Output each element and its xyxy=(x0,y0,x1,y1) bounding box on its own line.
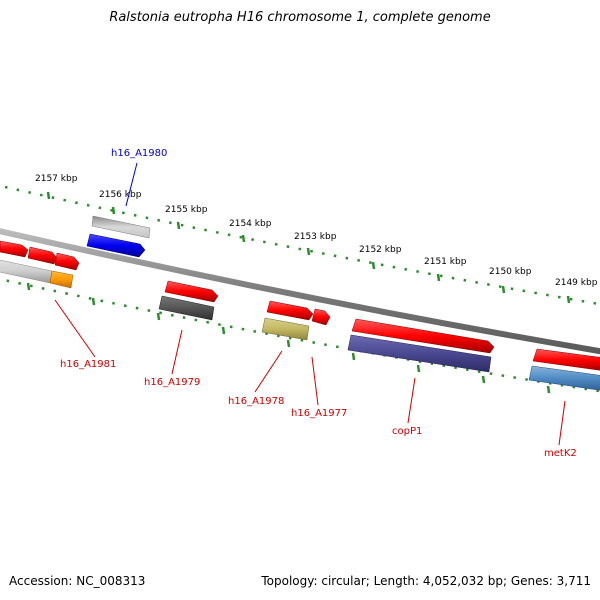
feature-red-left-1[interactable] xyxy=(0,240,29,258)
scale-label: 2151 kbp xyxy=(424,257,467,267)
feature-red-left-3[interactable] xyxy=(54,252,80,271)
gene-label-h16-A1979[interactable]: h16_A1979 xyxy=(144,377,200,388)
feature-h16-A1980-gray[interactable] xyxy=(91,215,151,239)
feature-copP1[interactable] xyxy=(347,334,492,373)
accession-text: Accession: NC_008313 xyxy=(9,574,146,588)
feature-h16-A1981-orange[interactable] xyxy=(49,270,74,289)
outer-scale-track xyxy=(4,185,600,306)
map-title: Ralstonia eutropha H16 chromosome 1, com… xyxy=(109,10,491,25)
gene-label-h16-A1981[interactable]: h16_A1981 xyxy=(60,359,116,370)
scale-label: 2150 kbp xyxy=(489,267,532,277)
scale-label: 2152 kbp xyxy=(359,245,402,255)
feature-metK2-red[interactable] xyxy=(532,348,600,371)
genome-backbone xyxy=(0,228,600,355)
scale-label: 2153 kbp xyxy=(294,232,337,242)
outer-major-ticks xyxy=(46,191,571,304)
gene-label-h16-A1977[interactable]: h16_A1977 xyxy=(291,408,347,419)
scale-label: 2154 kbp xyxy=(229,219,272,229)
inner-major-ticks xyxy=(26,282,551,394)
feature-h16-A1979-red[interactable] xyxy=(164,280,219,303)
callout-lines xyxy=(54,162,566,446)
feature-h16-A1981-gray[interactable] xyxy=(0,259,53,284)
feature-h16-A1978[interactable] xyxy=(261,317,310,341)
scale-label: 2149 kbp xyxy=(555,278,598,288)
scale-label: 2156 kbp xyxy=(99,190,142,200)
feature-metK2[interactable] xyxy=(528,365,600,391)
topology-text: Topology: circular; Length: 4,052,032 bp… xyxy=(261,574,591,588)
feature-h16-A1980[interactable] xyxy=(86,233,146,258)
feature-h16-A1977-red[interactable] xyxy=(311,308,331,326)
gene-label-h16-A1980[interactable]: h16_A1980 xyxy=(111,148,167,159)
feature-h16-A1978-red[interactable] xyxy=(266,300,314,321)
feature-red-left-2[interactable] xyxy=(27,246,58,265)
gene-label-h16-A1978[interactable]: h16_A1978 xyxy=(228,396,284,407)
gene-label-metK2[interactable]: metK2 xyxy=(544,448,577,459)
scale-label: 2157 kbp xyxy=(35,174,78,184)
inner-scale-track xyxy=(0,277,600,393)
scale-label: 2155 kbp xyxy=(165,205,208,215)
scale-labels: 2157 kbp 2156 kbp 2155 kbp 2154 kbp 2153… xyxy=(35,174,598,288)
feature-h16-A1979[interactable] xyxy=(158,295,215,321)
feature-copP1-red[interactable] xyxy=(351,318,495,354)
gene-label-copP1[interactable]: copP1 xyxy=(392,426,422,437)
